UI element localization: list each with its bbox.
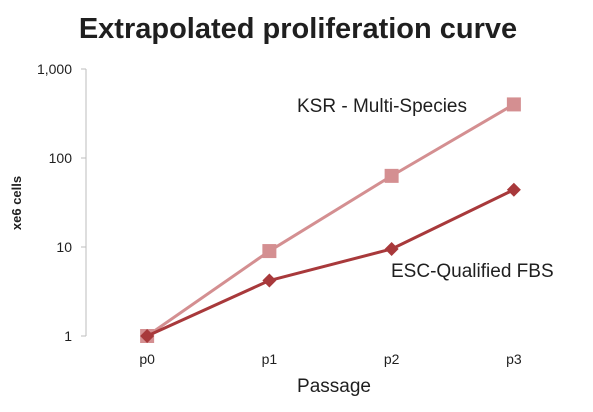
y-axis-label: xe6 cells [9, 176, 24, 230]
x-axis-ticks: p0 p1 p2 p3 [139, 351, 522, 367]
series-layer [140, 97, 521, 343]
x-tick-label: p0 [139, 351, 155, 367]
data-point [384, 241, 399, 256]
x-tick-label: p1 [262, 351, 278, 367]
y-axis-ticks: 1 10 100 1,000 [37, 61, 86, 344]
x-tick-label: p2 [384, 351, 400, 367]
series-0 [140, 97, 521, 343]
y-tick-label: 10 [56, 239, 72, 255]
y-tick-label: 1 [64, 328, 72, 344]
x-axis-label: Passage [297, 376, 371, 397]
x-tick-label: p3 [506, 351, 522, 367]
chart-title: Extrapolated proliferation curve [79, 13, 517, 45]
series-1 [140, 182, 521, 343]
data-point [140, 329, 155, 343]
data-point [384, 168, 399, 183]
series-line [146, 103, 515, 338]
series-label-ksr-multi-species: KSR - Multi-Species [297, 96, 467, 117]
y-tick-label: 1,000 [37, 61, 72, 77]
data-point [506, 97, 521, 112]
data-point [506, 182, 521, 197]
y-tick-label: 100 [49, 150, 73, 166]
data-point [262, 244, 277, 259]
series-label-esc-qualified-fbs: ESC-Qualified FBS [391, 261, 554, 282]
series-line [146, 188, 515, 338]
data-point [262, 273, 277, 288]
